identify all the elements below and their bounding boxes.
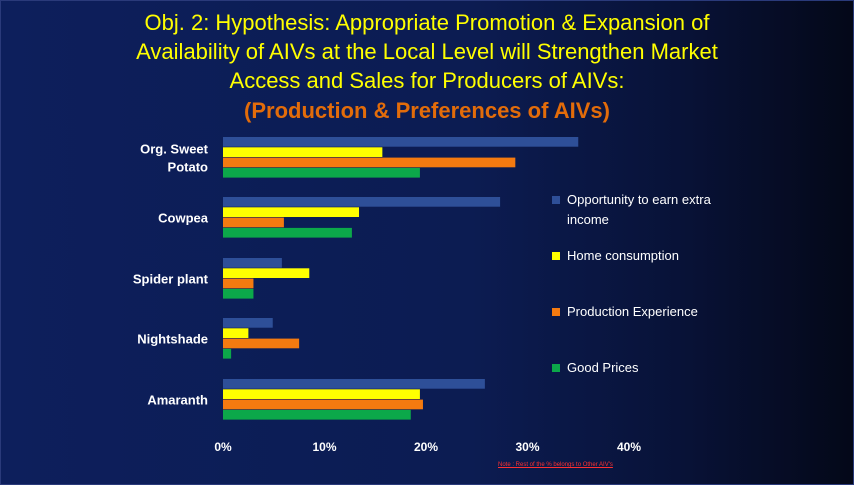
bar-1-3 <box>223 328 249 338</box>
legend-label-prices: Good Prices <box>567 360 639 375</box>
category-label-0-0: Org. Sweet <box>140 142 209 157</box>
legend-swatch-prices <box>552 364 560 372</box>
bar-2-4 <box>223 399 423 410</box>
legend-label-income-line-1: Opportunity to earn extra <box>567 192 711 207</box>
category-label-0-1: Potato <box>168 160 209 175</box>
legend-swatch-home <box>552 252 560 260</box>
title-line-1: Obj. 2: Hypothesis: Appropriate Promotio… <box>144 10 710 35</box>
legend-swatch-income <box>552 196 560 204</box>
x-tick-label-3: 30% <box>515 440 539 454</box>
bar-3-4 <box>223 409 411 420</box>
x-tick-label-1: 10% <box>312 440 336 454</box>
bar-3-2 <box>223 288 254 299</box>
bar-0-0 <box>223 137 579 147</box>
bar-3-1 <box>223 227 352 238</box>
bar-3-3 <box>223 348 232 359</box>
category-label-1-0: Cowpea <box>158 211 209 226</box>
slide-subtitle: (Production & Preferences of AIVs) <box>244 98 610 123</box>
category-label-3-0: Nightshade <box>137 332 208 347</box>
bar-2-3 <box>223 338 300 349</box>
bar-1-0 <box>223 147 383 157</box>
legend-label-experience: Production Experience <box>567 304 698 319</box>
bar-0-2 <box>223 258 282 268</box>
bar-1-4 <box>223 389 420 399</box>
x-tick-label-2: 20% <box>414 440 438 454</box>
bar-0-3 <box>223 318 273 328</box>
bar-0-1 <box>223 197 501 207</box>
bar-2-2 <box>223 278 254 289</box>
bar-2-0 <box>223 157 516 168</box>
bar-1-2 <box>223 268 310 278</box>
title-line-2: Availability of AIVs at the Local Level … <box>136 39 718 64</box>
legend-label-home: Home consumption <box>567 248 679 263</box>
bar-0-4 <box>223 379 485 389</box>
category-label-2-0: Spider plant <box>133 272 209 287</box>
slide-title: Obj. 2: Hypothesis: Appropriate Promotio… <box>0 8 854 95</box>
bar-3-0 <box>223 167 420 178</box>
bar-2-1 <box>223 217 284 228</box>
x-tick-label-4: 40% <box>617 440 641 454</box>
legend-swatch-experience <box>552 308 560 316</box>
x-tick-label-0: 0% <box>214 440 232 454</box>
category-label-4-0: Amaranth <box>147 393 208 408</box>
legend-label-income-line-2: income <box>567 212 609 227</box>
footnote: Note : Rest of the % belongs to Other AI… <box>498 462 613 468</box>
title-line-3: Access and Sales for Producers of AIVs: <box>229 68 625 93</box>
bar-1-1 <box>223 207 360 217</box>
